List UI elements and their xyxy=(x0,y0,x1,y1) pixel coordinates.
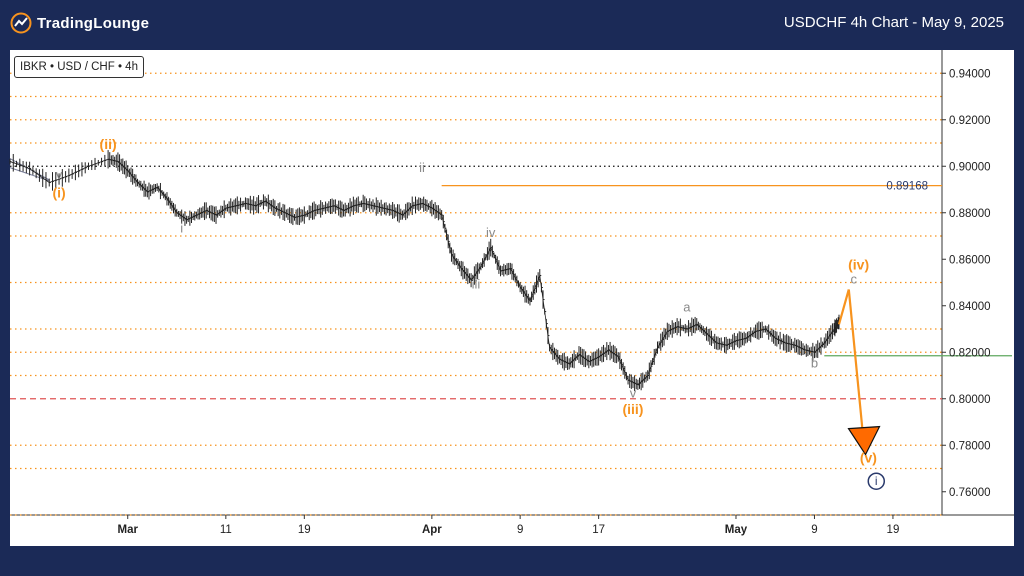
y-tick-label: 0.76000 xyxy=(949,487,991,499)
wave-label: b xyxy=(811,355,818,370)
x-tick-label: 17 xyxy=(592,524,605,536)
tradinglounge-logo: TradingLounge xyxy=(10,12,149,34)
x-axis-panel xyxy=(10,515,1014,546)
header-bar: TradingLounge USDCHF 4h Chart - May 9, 2… xyxy=(0,0,1024,46)
x-tick-label: May xyxy=(725,524,748,536)
wave-label: iii xyxy=(472,276,481,291)
wave-label: (iii) xyxy=(622,401,643,417)
wave-label: (v) xyxy=(860,450,877,466)
chart-title: USDCHF 4h Chart - May 9, 2025 xyxy=(783,14,1004,31)
x-tick-label: 19 xyxy=(887,524,900,536)
wave-label: (ii) xyxy=(100,136,117,152)
y-tick-label: 0.78000 xyxy=(949,440,991,452)
x-tick-label: 9 xyxy=(811,524,817,536)
resistance-label: 0.89168 xyxy=(886,181,928,193)
y-tick-label: 0.82000 xyxy=(949,347,991,359)
y-tick-label: 0.86000 xyxy=(949,254,991,266)
logo-icon xyxy=(10,12,32,34)
wave-label: v xyxy=(630,386,637,401)
logo-text: TradingLounge xyxy=(37,14,150,32)
wave-label: c xyxy=(850,272,857,287)
symbol-label: IBKR • USD / CHF • 4h xyxy=(14,56,144,78)
projection-down-segment xyxy=(847,289,865,441)
wave-label: v xyxy=(56,167,63,182)
wave-label: ii xyxy=(419,160,425,175)
wave-label: a xyxy=(683,300,691,315)
price-line xyxy=(9,158,840,386)
x-tick-label: Mar xyxy=(117,524,138,536)
projection-up-segment xyxy=(837,289,850,325)
wave-label: (iv) xyxy=(848,257,869,273)
x-tick-label: 19 xyxy=(298,524,311,536)
wave-label: iv xyxy=(486,225,496,240)
y-tick-label: 0.92000 xyxy=(949,115,991,127)
y-tick-label: 0.80000 xyxy=(949,394,991,406)
x-tick-label: Apr xyxy=(422,524,442,536)
y-tick-label: 0.84000 xyxy=(949,301,991,313)
y-axis-panel xyxy=(942,50,1014,515)
wave-label: i xyxy=(180,221,183,236)
projection-arrowhead xyxy=(847,425,881,456)
y-tick-label: 0.90000 xyxy=(949,161,991,173)
y-tick-label: 0.94000 xyxy=(949,68,991,80)
x-tick-label: 9 xyxy=(517,524,523,536)
y-tick-label: 0.88000 xyxy=(949,208,991,220)
wave-label-circle xyxy=(867,472,886,490)
x-tick-label: 11 xyxy=(220,524,232,536)
wave-label: i xyxy=(875,474,878,488)
wave-label: (i) xyxy=(52,185,65,201)
